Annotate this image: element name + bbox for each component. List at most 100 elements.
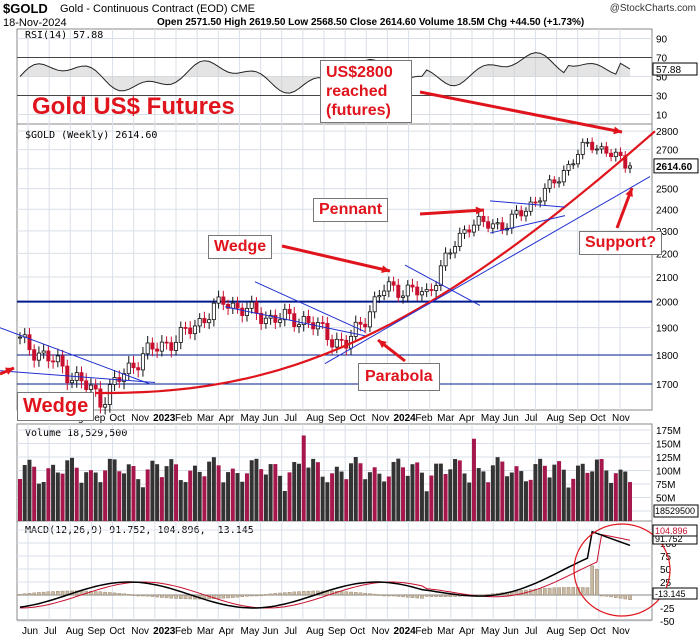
macd-x-tick-label: Jun <box>262 626 278 637</box>
macd-histogram-bar <box>410 594 415 598</box>
macd-x-tick-label: Oct <box>590 626 606 637</box>
price-x-tick-label: Feb <box>175 413 193 424</box>
macd-histogram-bar <box>178 594 183 599</box>
annotation-parabola: Parabola <box>358 363 440 391</box>
macd-histogram-bar <box>533 588 538 596</box>
price-candle <box>155 348 160 352</box>
macd-histogram-bar <box>136 594 141 597</box>
price-candle <box>88 384 93 390</box>
annotation-pennant: Pennant <box>313 198 389 222</box>
macd-histogram-bar <box>245 594 249 597</box>
macd-histogram-bar <box>599 594 604 597</box>
macd-histogram-bar <box>235 594 240 598</box>
volume-bar <box>604 470 609 521</box>
price-candle <box>528 201 533 212</box>
volume-bar <box>514 466 519 521</box>
price-candle <box>36 352 41 361</box>
macd-x-tick-label: 2024 <box>393 626 416 637</box>
volume-tick-label: 50M <box>656 494 675 505</box>
macd-histogram-bar <box>174 594 178 599</box>
price-candle <box>249 301 254 309</box>
macd-histogram-bar <box>221 594 226 599</box>
macd-histogram-bar <box>382 594 386 597</box>
parabola-curve <box>95 130 656 395</box>
volume-bar <box>509 472 514 521</box>
volume-bar <box>140 487 145 521</box>
price-candle <box>613 151 618 158</box>
volume-bar <box>292 462 297 521</box>
volume-bar <box>467 482 472 521</box>
price-candle <box>126 362 131 375</box>
macd-histogram-bar <box>108 592 112 596</box>
price-candle <box>523 210 528 217</box>
volume-bar <box>18 479 22 521</box>
wedge-2023-upper <box>254 281 366 333</box>
macd-histogram-bar <box>628 594 632 600</box>
wedge-2022-lower <box>0 370 156 384</box>
price-candle <box>561 170 566 183</box>
volume-bar <box>372 467 377 521</box>
volume-bar <box>505 476 510 521</box>
price-x-tick-label: Jul <box>284 413 297 424</box>
volume-bar <box>339 471 344 521</box>
volume-bar <box>183 482 188 521</box>
price-candle <box>159 341 164 352</box>
macd-value: 91.752 <box>655 534 683 544</box>
macd-histogram-bar <box>339 591 344 596</box>
arrow-pennant <box>419 208 485 216</box>
instrument-name: Gold - Continuous Contract (EOD) CME <box>60 3 256 15</box>
volume-bar <box>575 465 580 521</box>
volume-bar <box>36 483 41 521</box>
macd-x-tick-label: Apr <box>219 626 235 637</box>
macd-histogram-bar <box>363 592 367 596</box>
price-candle <box>396 284 401 298</box>
price-candle <box>367 311 372 328</box>
macd-histogram-bar <box>538 588 542 596</box>
macd-tick-label: -25 <box>660 604 675 615</box>
volume-bar <box>197 471 202 521</box>
volume-bar <box>580 463 585 521</box>
price-candle <box>273 314 278 323</box>
price-candle <box>254 301 259 314</box>
price-candle <box>500 222 505 231</box>
macd-histogram-bar <box>259 594 263 597</box>
price-candle <box>136 367 141 371</box>
macd-x-tick-label: Oct <box>350 626 366 637</box>
volume-bar <box>164 466 169 521</box>
price-candle <box>575 154 580 165</box>
price-candle <box>51 360 56 363</box>
price-panel <box>16 123 653 411</box>
volume-bar <box>561 469 566 521</box>
macd-histogram-bar <box>254 594 259 597</box>
volume-bar <box>207 461 212 521</box>
macd-histogram-bar <box>344 591 349 596</box>
macd-histogram-bar <box>595 569 599 596</box>
price-candle <box>296 324 301 328</box>
macd-tick-label: -50 <box>660 617 675 628</box>
macd-histogram-bar <box>429 594 434 597</box>
price-candle <box>140 353 145 371</box>
price-candle <box>353 321 358 337</box>
price-candle <box>107 384 112 405</box>
volume-bar <box>538 458 543 521</box>
macd-histogram-bar <box>566 587 571 596</box>
macd-x-tick-label: Jul <box>525 626 538 637</box>
price-x-tick-label: Mar <box>197 413 215 424</box>
volume-bar <box>386 476 391 521</box>
macd-histogram-bar <box>240 594 245 597</box>
price-x-tick-label: Feb <box>415 413 433 424</box>
macd-histogram-bar <box>585 587 590 596</box>
macd-x-tick-label: Sep <box>88 626 106 637</box>
volume-bar <box>367 472 372 521</box>
price-candle <box>476 215 481 226</box>
price-x-tick-label: May <box>241 413 260 424</box>
price-candle <box>230 302 235 309</box>
price-candle <box>259 312 264 325</box>
volume-bar <box>358 463 363 521</box>
macd-histogram-bar <box>126 594 131 596</box>
volume-bar <box>136 479 141 521</box>
rsi-tick-label: 10 <box>656 111 668 122</box>
macd-histogram-bar <box>283 592 287 596</box>
volume-bar <box>419 472 424 521</box>
macd-histogram-bar <box>401 594 405 598</box>
